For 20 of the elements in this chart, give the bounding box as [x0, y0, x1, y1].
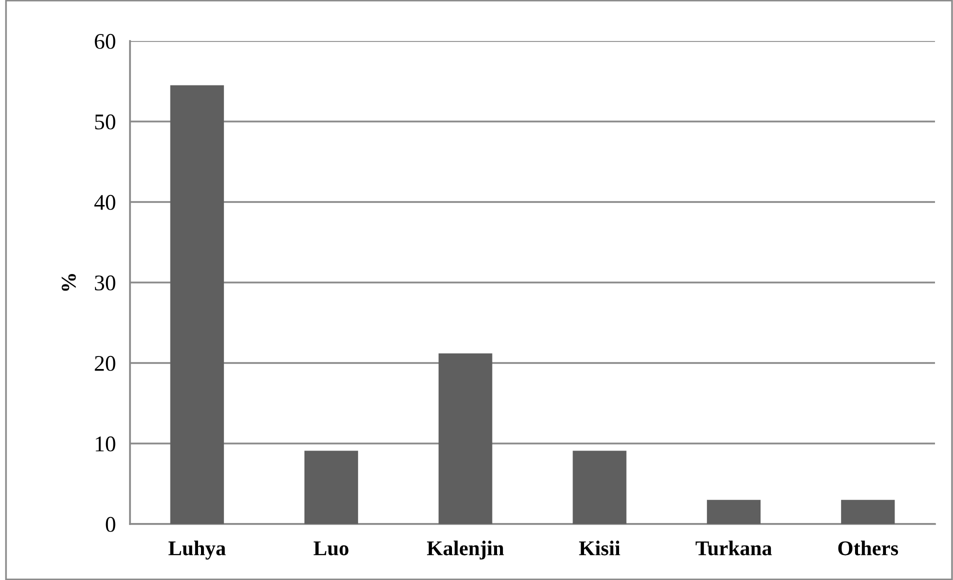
bar — [841, 500, 895, 524]
bar — [170, 85, 224, 524]
y-tick-label: 0 — [106, 516, 116, 532]
y-tick-label: 10 — [96, 436, 116, 452]
x-tick-label: Others — [838, 540, 898, 556]
y-tick-label: 20 — [94, 356, 116, 371]
x-tick-label: Kisii — [579, 540, 620, 556]
y-tick-label: 30 — [94, 275, 116, 290]
y-tick-label: 50 — [95, 114, 116, 130]
x-tick-label: Kalenjin — [426, 540, 504, 560]
x-tick-label: Turkana — [696, 540, 772, 556]
x-tick-label: Luhya — [168, 540, 226, 560]
bar — [572, 450, 626, 524]
bar — [304, 450, 358, 524]
bar — [706, 500, 761, 524]
y-tick-label: 60 — [94, 34, 116, 49]
x-tick-label: Luo — [314, 541, 348, 556]
y-tick-label: 40 — [94, 194, 116, 210]
y-axis-title: % — [62, 274, 76, 291]
bar — [438, 353, 492, 524]
